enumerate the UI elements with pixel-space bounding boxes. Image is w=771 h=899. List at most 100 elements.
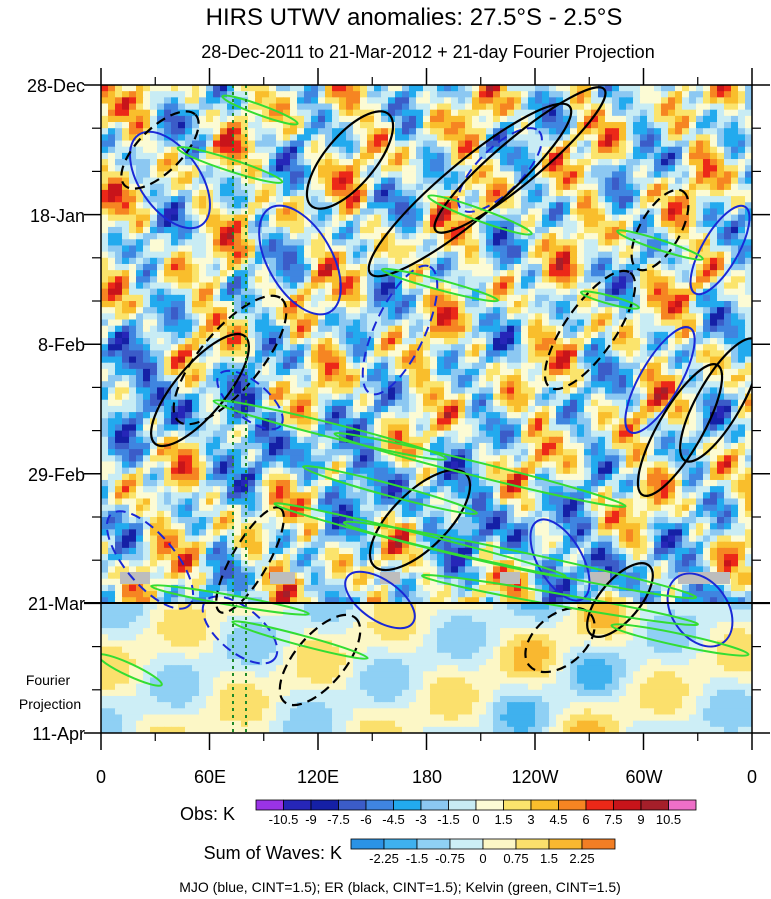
field-cell — [626, 356, 634, 364]
field-cell — [675, 270, 683, 277]
field-cell — [430, 196, 438, 203]
field-cell — [500, 159, 508, 166]
field-cell — [360, 226, 368, 234]
field-cell — [150, 405, 158, 413]
field-cell — [136, 319, 144, 327]
field-cell — [458, 208, 466, 216]
field-cell — [178, 399, 186, 407]
field-cell — [234, 387, 242, 395]
field-cell — [423, 276, 431, 284]
field-cell — [647, 220, 655, 228]
field-cell — [430, 226, 438, 234]
field-cell — [668, 350, 676, 358]
field-cell — [129, 196, 137, 203]
field-cell — [661, 257, 669, 265]
field-cell — [577, 276, 585, 284]
field-cell — [549, 226, 557, 234]
field-cell — [507, 159, 515, 166]
field-cell — [731, 177, 739, 185]
field-cell — [556, 393, 564, 401]
field-cell — [122, 189, 130, 197]
field-cell — [451, 103, 459, 111]
field-cell — [514, 91, 522, 98]
field-cell — [395, 202, 403, 210]
field-cell — [507, 325, 515, 333]
field-cell — [556, 276, 564, 284]
field-cell — [150, 91, 158, 98]
field-cell — [171, 140, 179, 148]
field-cell — [605, 251, 613, 259]
field-cell — [696, 128, 704, 135]
field-cell — [745, 146, 752, 154]
field-cell — [724, 257, 732, 265]
field-cell — [493, 239, 501, 247]
field-cell — [409, 109, 417, 117]
field-cell — [654, 368, 662, 376]
field-cell — [178, 313, 186, 321]
field-cell — [549, 122, 557, 129]
field-cell — [325, 103, 333, 111]
field-cell — [675, 381, 683, 388]
field-cell — [248, 85, 256, 92]
field-cell — [220, 263, 228, 271]
field-cell — [528, 288, 536, 296]
field-cell — [521, 344, 529, 351]
field-cell — [311, 356, 319, 364]
field-cell — [647, 368, 655, 376]
field-cell — [731, 301, 739, 308]
field-cell — [633, 344, 641, 351]
field-cell — [465, 393, 473, 401]
field-cell — [521, 338, 529, 345]
field-cell — [157, 128, 165, 135]
field-cell — [409, 97, 417, 105]
field-cell — [283, 356, 291, 364]
field-cell — [276, 257, 284, 265]
field-cell — [717, 375, 725, 382]
field-cell — [157, 412, 165, 419]
field-cell — [675, 85, 683, 92]
field-cell — [507, 362, 515, 370]
field-cell — [227, 226, 235, 234]
field-cell — [192, 381, 200, 388]
field-cell — [318, 214, 326, 222]
field-cell — [101, 134, 109, 142]
field-cell — [626, 91, 634, 98]
field-cell — [283, 177, 291, 185]
field-cell — [276, 301, 284, 308]
field-cell — [444, 165, 452, 172]
field-cell — [458, 251, 466, 259]
field-cell — [654, 171, 662, 179]
field-cell — [283, 270, 291, 277]
field-cell — [423, 85, 431, 92]
field-cell — [542, 344, 550, 351]
field-cell — [241, 387, 249, 395]
field-cell — [367, 331, 375, 339]
field-cell — [451, 319, 459, 327]
field-cell — [423, 263, 431, 271]
field-cell — [367, 183, 375, 191]
field-cell — [619, 239, 627, 247]
field-cell — [115, 109, 123, 117]
field-cell — [332, 282, 340, 290]
field-cell — [304, 171, 312, 179]
field-cell — [717, 282, 725, 290]
field-cell — [409, 183, 417, 191]
field-cell — [430, 362, 438, 370]
field-cell — [360, 338, 368, 345]
field-cell — [458, 301, 466, 308]
field-cell — [745, 294, 752, 302]
field-cell — [276, 233, 284, 240]
field-cell — [626, 140, 634, 148]
field-cell — [647, 313, 655, 321]
field-cell — [360, 109, 368, 117]
field-cell — [647, 263, 655, 271]
field-cell — [507, 375, 515, 382]
field-cell — [703, 356, 711, 364]
field-cell — [423, 319, 431, 327]
field-cell — [374, 109, 382, 117]
field-cell — [724, 270, 732, 277]
field-cell — [640, 152, 648, 160]
field-cell — [451, 350, 459, 358]
field-cell — [339, 375, 347, 382]
field-cell — [444, 375, 452, 382]
